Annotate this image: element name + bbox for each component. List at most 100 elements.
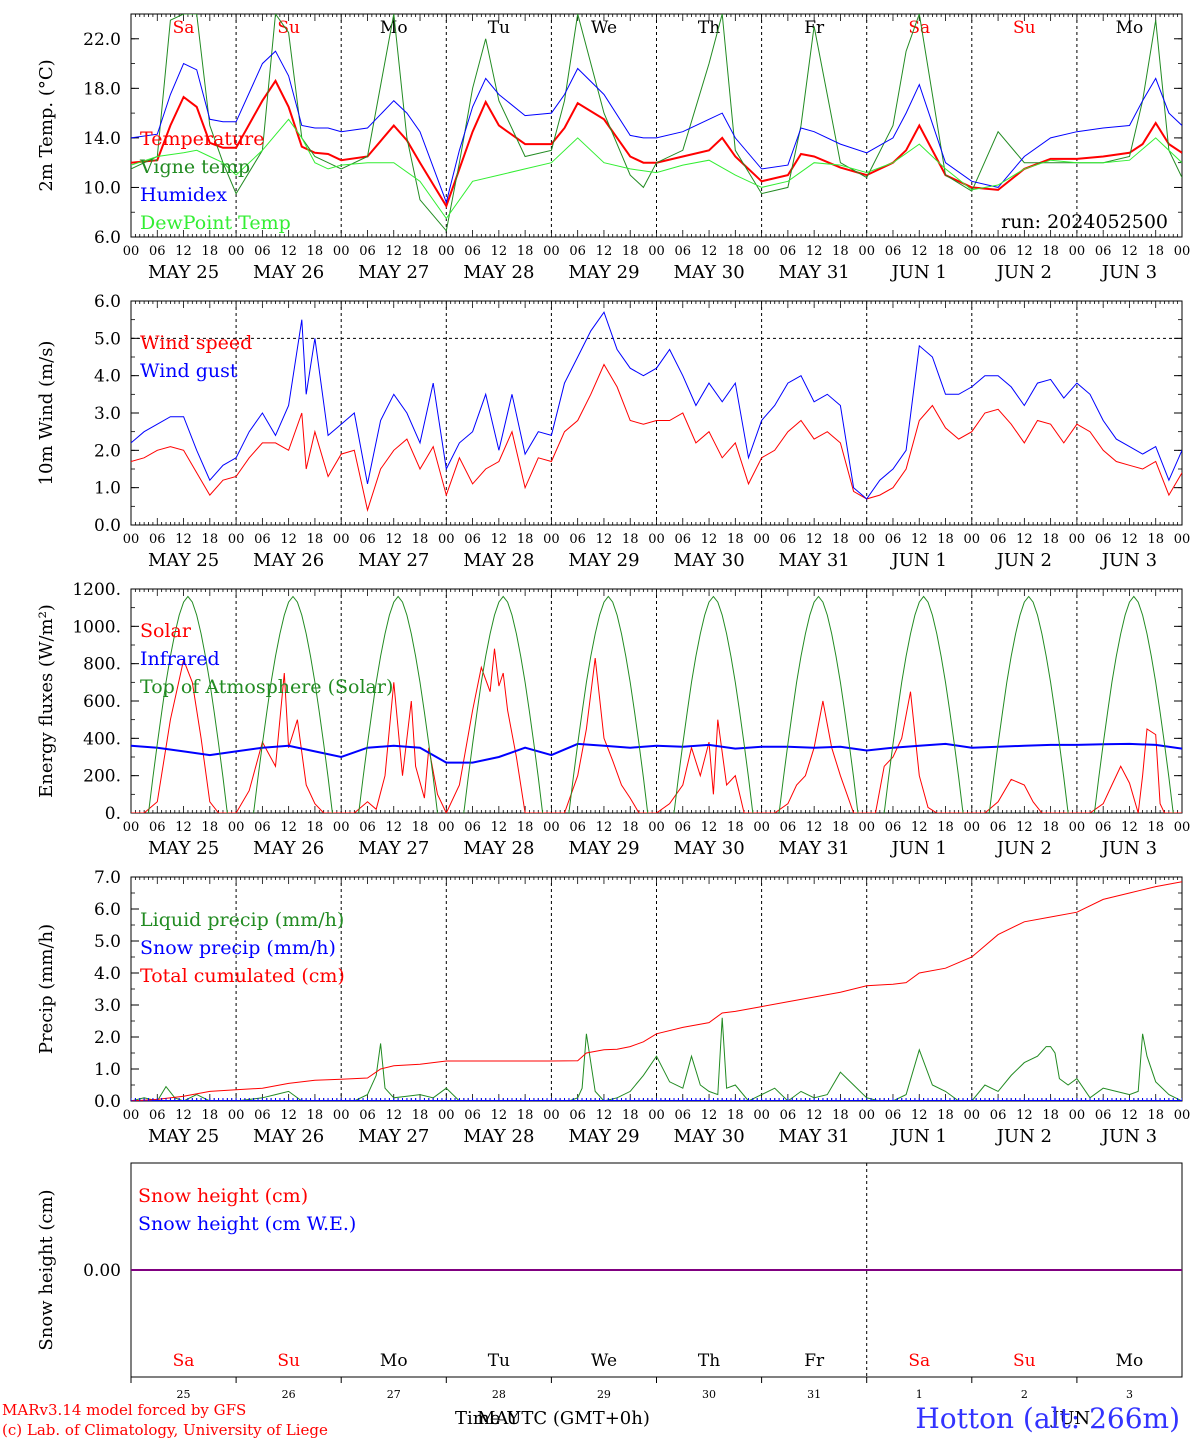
hour-tick-label: 00 [753,244,770,259]
hour-tick-label: 18 [1147,532,1164,547]
date-label: MAY 29 [568,550,639,571]
hour-tick-label: 18 [1042,820,1059,835]
credit-line-1: MARv3.14 model forced by GFS [2,1401,246,1419]
series-line-temperature [131,78,1182,209]
hour-tick-label: 12 [1121,1108,1138,1123]
legend-entry: Humidex [140,184,227,206]
hour-tick-label: 18 [1042,244,1059,259]
y-tick-label: 3.0 [94,404,121,424]
hour-tick-label: 12 [701,532,718,547]
y-tick-label: 1000. [72,617,121,637]
hour-tick-label: 06 [254,244,271,259]
hour-tick-label: 18 [412,244,429,259]
hour-tick-label: 00 [858,820,875,835]
series-line-dewpoint-temp [131,118,1182,220]
hour-tick-label: 12 [701,1108,718,1123]
hour-tick-label: 18 [412,820,429,835]
hour-tick-label: 00 [858,244,875,259]
date-label: MAY 25 [148,262,219,283]
hour-tick-label: 06 [990,820,1007,835]
weekday-label: Su [277,18,300,38]
hour-tick-label: 00 [1174,244,1191,259]
hour-tick-label: 06 [464,244,481,259]
date-label: MAY 29 [568,1126,639,1147]
hour-tick-label: 00 [228,820,245,835]
series-line-top-of-atmosphere-solar- [358,595,438,813]
hour-tick-label: 12 [1016,532,1033,547]
date-label: MAY 31 [779,262,850,283]
hour-tick-label: 06 [780,820,797,835]
hour-tick-label: 12 [1121,532,1138,547]
hour-tick-label: 18 [517,1108,534,1123]
panel-temperature: 00 06 12 18 MAY 25 00 06 12 18 MAY 26 00 06 12 18 MAY … [36,13,1191,283]
date-label: MAY 26 [253,262,324,283]
series-line-wind-speed [131,363,1182,513]
hour-tick-label: 00 [964,532,981,547]
y-tick-label: 6.0 [94,228,121,248]
hour-tick-label: 00 [648,1108,665,1123]
hour-tick-label: 00 [543,820,560,835]
hour-tick-label: 00 [648,820,665,835]
date-label: MAY 25 [148,838,219,859]
hour-tick-label: 06 [149,244,166,259]
hour-tick-label: 12 [280,532,297,547]
panel-frame [130,300,1183,526]
hour-tick-label: 00 [543,532,560,547]
hour-tick-label: 00 [333,532,350,547]
station-name: Hotton (alt: 266m) [915,1402,1180,1435]
day-number-label: 28 [492,1388,506,1401]
hour-tick-label: 06 [990,244,1007,259]
hour-tick-label: 00 [228,244,245,259]
hour-tick-label: 18 [937,1108,954,1123]
weekday-label: Mo [1116,18,1144,38]
hour-tick-label: 12 [1016,244,1033,259]
hour-tick-label: 00 [1069,244,1086,259]
hour-tick-label: 18 [1147,244,1164,259]
hour-tick-label: 00 [438,1108,455,1123]
hour-tick-label: 12 [911,820,928,835]
hour-tick-label: 00 [858,1108,875,1123]
hour-tick-label: 06 [569,820,586,835]
date-label: MAY 29 [568,262,639,283]
date-label: JUN 1 [890,262,947,283]
hour-tick-label: 12 [1016,820,1033,835]
series-line-top-of-atmosphere-solar- [463,595,544,813]
hour-tick-label: 06 [885,244,902,259]
y-axis-label: 2m Temp. (°C) [36,59,57,191]
date-label: MAY 30 [673,262,744,283]
y-tick-label: 4.0 [94,964,121,984]
hour-tick-label: 18 [307,820,324,835]
day-number-label: 2 [1021,1388,1028,1401]
hour-tick-label: 18 [202,244,219,259]
hour-tick-label: 06 [780,244,797,259]
credit-line-2: (c) Lab. of Climatology, University of L… [2,1421,328,1439]
hour-tick-label: 18 [832,820,849,835]
y-tick-label: 600. [83,692,121,712]
hour-tick-label: 06 [780,532,797,547]
hour-tick-label: 18 [727,532,744,547]
date-label: JUN 3 [1100,838,1157,859]
hour-tick-label: 06 [990,1108,1007,1123]
hour-tick-label: 12 [911,1108,928,1123]
hour-tick-label: 12 [1016,1108,1033,1123]
hour-tick-label: 00 [858,532,875,547]
day-number-label: 25 [177,1388,191,1401]
hour-tick-label: 06 [254,532,271,547]
weekday-label: Th [698,18,720,38]
series-group [131,311,1182,513]
hour-tick-label: 06 [569,532,586,547]
hour-tick-label: 18 [832,1108,849,1123]
hour-tick-label: 06 [359,1108,376,1123]
weekday-label: Mo [1116,1351,1144,1371]
hour-tick-label: 06 [464,1108,481,1123]
date-label: JUN 1 [890,1126,947,1147]
hour-tick-label: 12 [1121,244,1138,259]
hour-tick-label: 18 [517,820,534,835]
weekday-label: Mo [380,18,408,38]
hour-tick-label: 18 [937,820,954,835]
hour-tick-label: 12 [175,1108,192,1123]
hour-tick-label: 12 [806,820,823,835]
hour-tick-label: 00 [123,1108,140,1123]
weekday-label: Sa [908,18,930,38]
series-line-top-of-atmosphere-solar- [883,595,964,813]
